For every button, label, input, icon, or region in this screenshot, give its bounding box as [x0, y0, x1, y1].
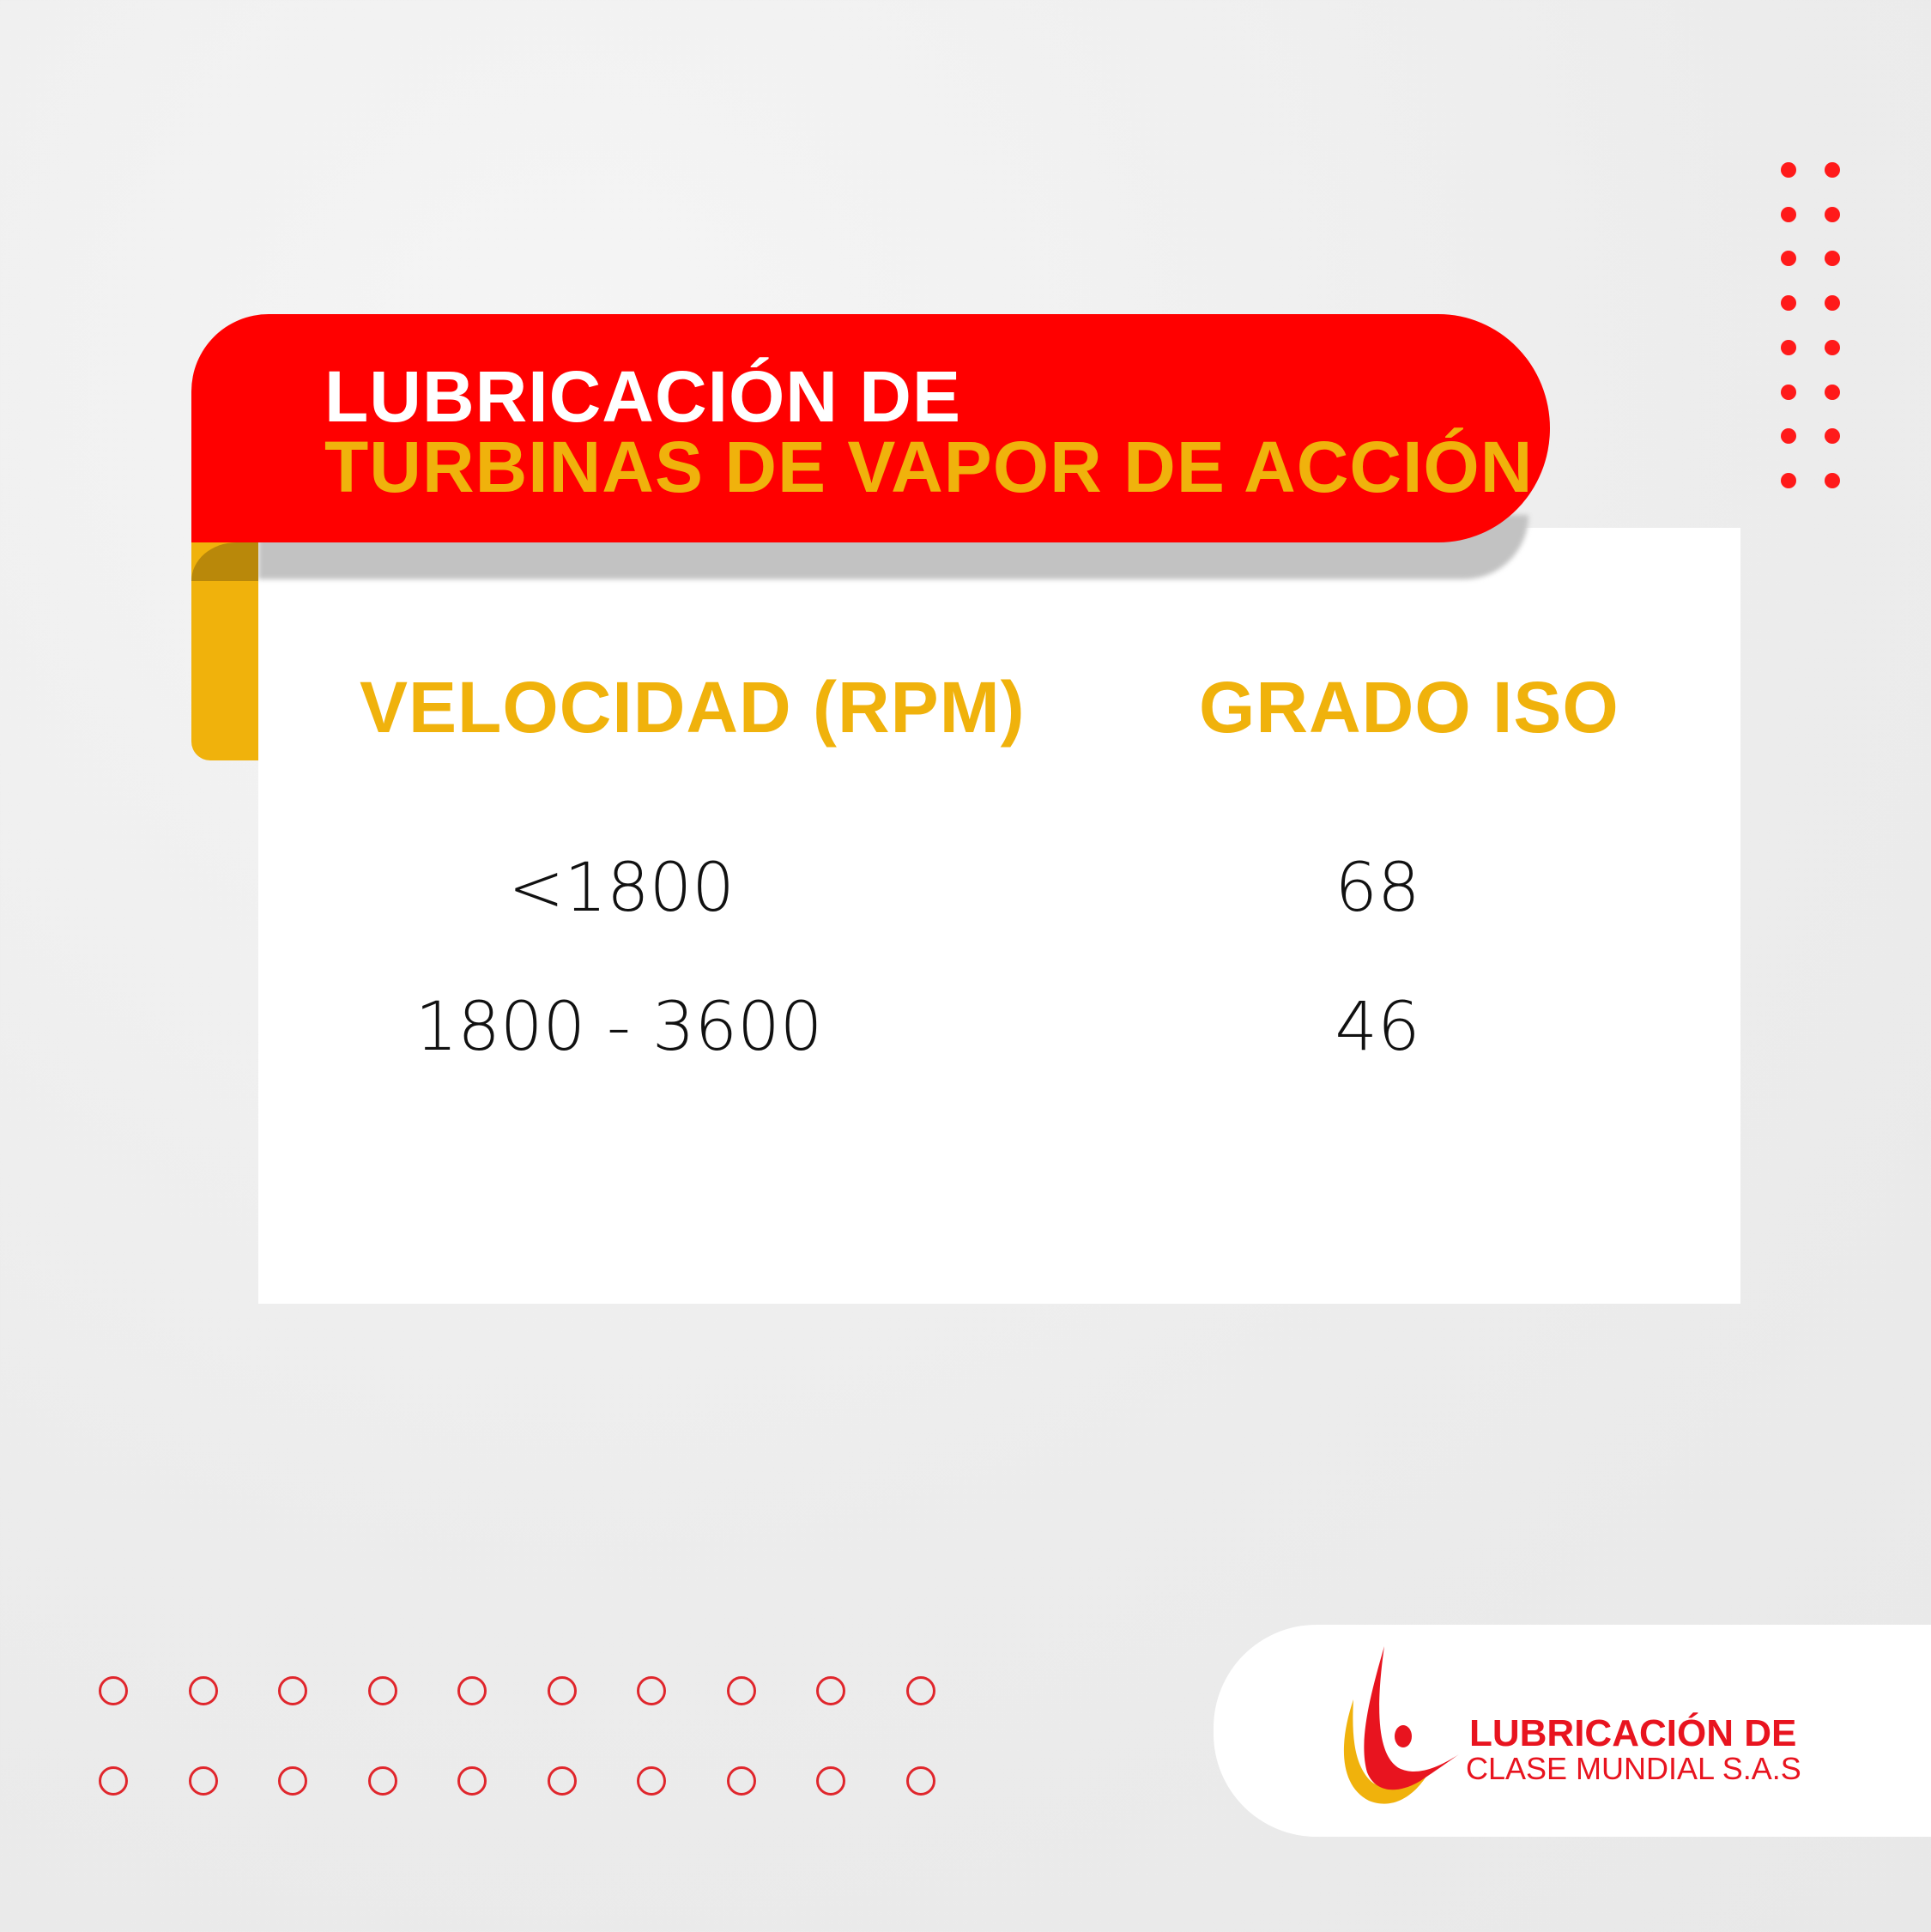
header-velocidad: VELOCIDAD (RPM) [360, 667, 1026, 748]
red-dot [1825, 162, 1840, 178]
circle-outline [816, 1766, 845, 1796]
circle-outline [637, 1766, 666, 1796]
red-dot [1781, 428, 1796, 445]
content-card [258, 528, 1740, 1304]
circle-outline [457, 1766, 487, 1796]
title-line-1: LUBRICACIÓN DE [324, 356, 961, 437]
red-dot [1781, 295, 1796, 312]
logo-text-line-1: LUBRICACIÓN DE [1469, 1712, 1797, 1754]
circle-outline [99, 1766, 128, 1796]
circle-outline [816, 1676, 845, 1705]
red-dot [1781, 384, 1796, 400]
header-grado-iso: GRADO ISO [1199, 667, 1619, 748]
circle-outline [278, 1676, 307, 1705]
circle-outline [188, 1766, 218, 1796]
red-dot [1825, 472, 1840, 488]
row-1-velocidad: <1800 [508, 850, 735, 927]
row-2-velocidad: 1800 - 3600 [415, 989, 823, 1066]
row-1-grado: 68 [1335, 850, 1420, 927]
red-dot [1825, 206, 1840, 222]
circle-outline [547, 1676, 577, 1705]
title-banner [191, 314, 1550, 542]
circle-outline [99, 1676, 128, 1705]
row-2-grado: 46 [1335, 989, 1420, 1066]
red-dot [1781, 339, 1796, 355]
red-dot [1825, 384, 1840, 400]
logo-card [1214, 1625, 1931, 1837]
red-dot [1825, 295, 1840, 312]
red-dot [1781, 162, 1796, 178]
red-dot [1825, 251, 1840, 267]
circle-outline [726, 1676, 756, 1705]
circle-outline [726, 1766, 756, 1796]
circle-outline [637, 1676, 666, 1705]
red-dot [1781, 472, 1796, 488]
circle-outline [367, 1766, 397, 1796]
circle-outline [457, 1676, 487, 1705]
circle-outline [905, 1766, 935, 1796]
circle-outline [905, 1676, 935, 1705]
red-dot [1825, 428, 1840, 445]
red-dot [1825, 339, 1840, 355]
red-dot [1781, 206, 1796, 222]
circle-outline [547, 1766, 577, 1796]
logo-mark-icon [1343, 1646, 1459, 1804]
title-line-2: TURBINAS DE VAPOR DE ACCIÓN [324, 427, 1534, 507]
circle-outline [188, 1676, 218, 1705]
circle-outline [367, 1676, 397, 1705]
logo-text-line-2: CLASE MUNDIAL S.A.S [1466, 1751, 1801, 1786]
red-dot [1781, 251, 1796, 267]
circle-outline [278, 1766, 307, 1796]
